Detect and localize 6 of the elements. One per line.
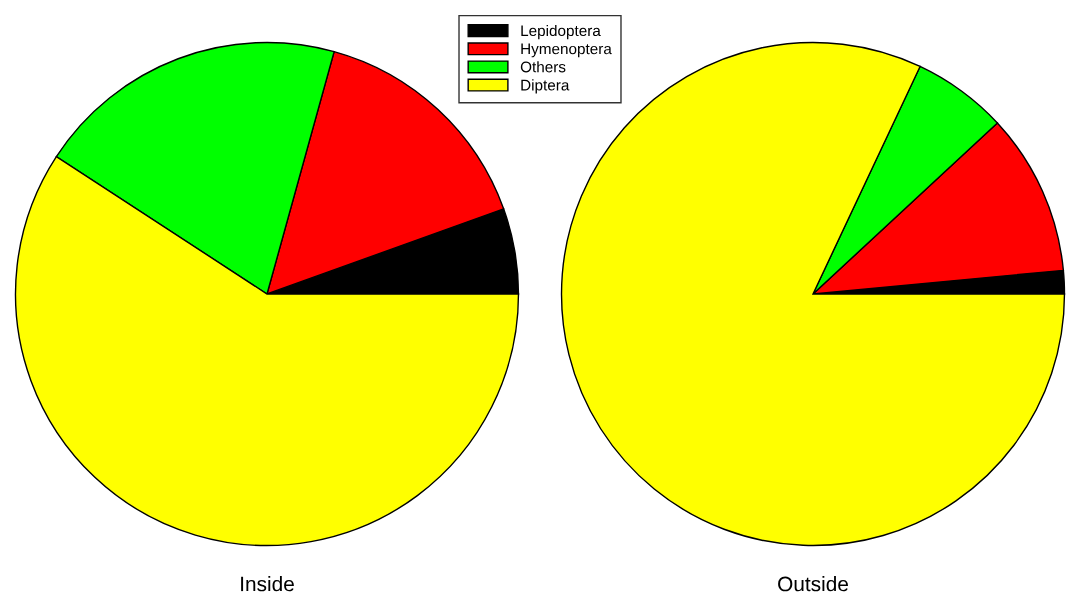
text: Inside (241, 576, 294, 592)
legend-label: Diptera (521, 79, 570, 94)
legend-label: Hymenoptera (521, 43, 612, 58)
legend-label: Others (520, 61, 566, 73)
legend-label: Lepidoptera (521, 24, 601, 40)
text: Outside (778, 576, 848, 592)
